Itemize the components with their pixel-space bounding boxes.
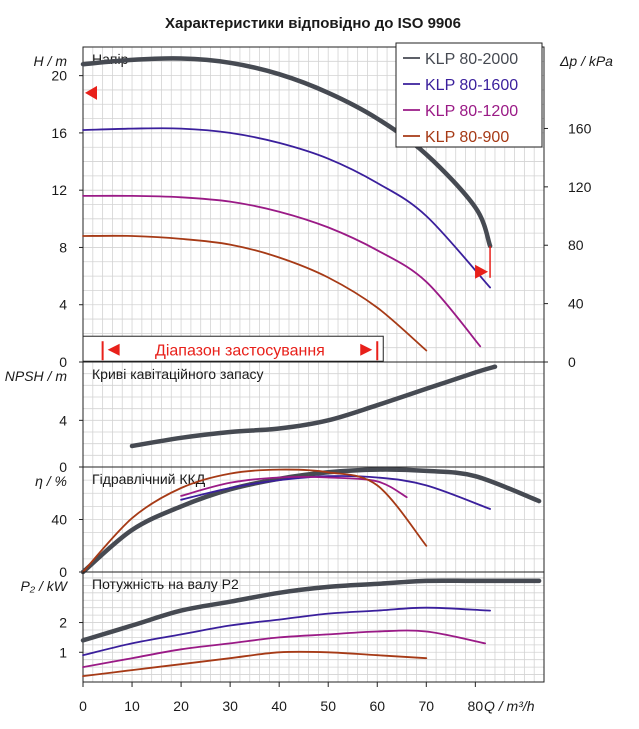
series-power-klp-80-1200 <box>82 629 486 668</box>
series-power-klp-80-900 <box>82 650 428 677</box>
panel-label: Потужність на валу P2 <box>92 576 239 592</box>
operating-range-right-arrow <box>360 343 373 356</box>
legend-item: KLP 80-900 <box>425 129 509 146</box>
y-axis-label: H / m <box>34 53 68 69</box>
y-tick-label: 20 <box>51 68 67 84</box>
y-tick-label: 0 <box>59 564 67 580</box>
x-tick-label: 50 <box>320 698 336 714</box>
operating-range-label: Діапазон застосування <box>155 343 325 360</box>
y-tick-label: 16 <box>51 125 67 141</box>
duty-marker-right <box>475 264 489 279</box>
x-tick-label: 20 <box>173 698 189 714</box>
series-head-klp-80-900 <box>82 234 428 352</box>
panel-power: 1 2 P₂ / kW Потужність на валу P2 <box>20 571 545 683</box>
duty-marker-left <box>85 85 97 100</box>
legend-item: KLP 80-1200 <box>425 103 518 120</box>
series-head-klp-80-2000 <box>80 56 493 249</box>
panel-label: Гідравлічний ККД <box>92 471 206 487</box>
y-tick-label: 8 <box>59 239 67 255</box>
y-tick-label: 4 <box>59 412 67 428</box>
series-head-klp-80-1600 <box>82 127 491 289</box>
x-tick-label: 80 <box>468 698 484 714</box>
panel-label: Криві кавітаційного запасу <box>92 366 264 382</box>
x-tick-label: 0 <box>79 698 87 714</box>
series-efficiency-klp-80-900 <box>82 468 428 573</box>
legend-item: KLP 80-1600 <box>425 77 518 94</box>
series-efficiency-klp-80-1600 <box>180 475 491 510</box>
y-tick-label: 1 <box>59 644 67 660</box>
y-axis-label: P₂ / kW <box>20 578 68 594</box>
series-efficiency-klp-80-1200 <box>180 476 408 499</box>
x-tick-label: 60 <box>369 698 385 714</box>
y-axis-label: η / % <box>35 473 67 489</box>
panel-frame <box>82 571 545 683</box>
right-tick-label: 160 <box>568 120 592 136</box>
series-head-klp-80-1200 <box>82 194 482 348</box>
operating-range-left-arrow <box>107 343 120 356</box>
series-power-klp-80-1600 <box>82 606 491 657</box>
right-tick-label: 0 <box>568 354 576 370</box>
x-tick-label: 70 <box>419 698 435 714</box>
series-power-klp-80-2000 <box>80 578 542 643</box>
legend: KLP 80-2000 KLP 80-1600 KLP 80-1200 KLP 80-… <box>395 42 543 148</box>
operating-range-box <box>82 335 384 362</box>
y-tick-label: 40 <box>51 512 67 528</box>
legend-item: KLP 80-2000 <box>425 51 518 68</box>
right-tick-label: 120 <box>568 179 592 195</box>
chart-title: Характеристики відповідно до ISO 9906 <box>165 15 461 32</box>
series-efficiency-klp-80-2000 <box>80 467 542 575</box>
y-tick-label: 0 <box>59 459 67 475</box>
legend-box <box>395 42 543 148</box>
panel-npsh: 0 4 NPSH / m Криві кавітаційного запасу <box>5 361 545 475</box>
y-tick-label: 0 <box>59 354 67 370</box>
x-axis-label: Q / m³/h <box>484 698 535 714</box>
right-tick-label: 80 <box>568 237 584 253</box>
y-tick-label: 4 <box>59 297 67 313</box>
y-tick-label: 12 <box>51 182 67 198</box>
y-axis-label: NPSH / m <box>5 368 68 384</box>
right-tick-label: 40 <box>568 296 584 312</box>
x-tick-label: 10 <box>124 698 140 714</box>
x-tick-label: 30 <box>222 698 238 714</box>
y-tick-label: 2 <box>59 615 67 631</box>
panel-efficiency: 0 40 η / % Гідравлічний ККД <box>35 466 545 580</box>
x-tick-label: 40 <box>271 698 287 714</box>
series-npsh-klp-80-2000 <box>129 364 498 449</box>
right-axis-label: Δp / kPa <box>559 53 613 69</box>
